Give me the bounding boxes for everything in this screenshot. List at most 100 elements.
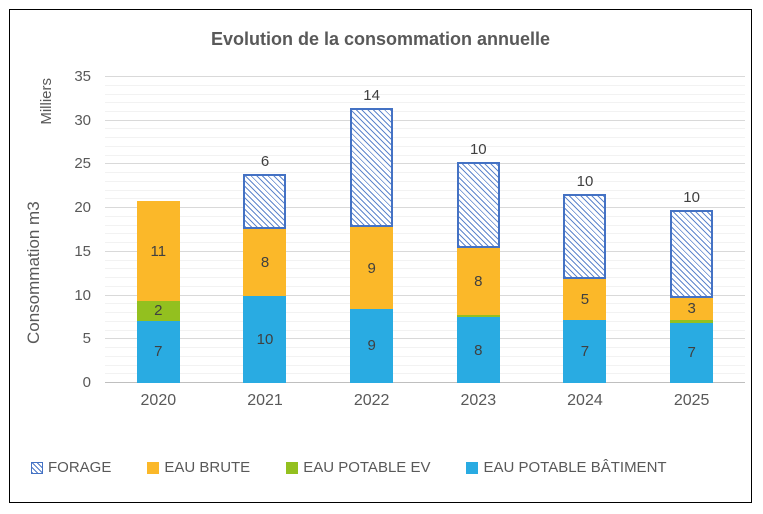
- segment-value-label: 5: [580, 291, 590, 309]
- gridline: [105, 347, 745, 349]
- gridline: [105, 128, 745, 130]
- legend-swatch-icon: [286, 461, 299, 474]
- legend-label: EAU BRUTE: [164, 459, 251, 476]
- gridline: [105, 250, 745, 252]
- above-bar-value-label: 10: [576, 173, 594, 191]
- above-bar-value-label: 14: [363, 86, 380, 104]
- gridline: [105, 294, 745, 296]
- segment-eau-potable-ev: [456, 315, 500, 318]
- segment-value-label: 7: [154, 343, 163, 361]
- y-tick-label: 25: [74, 155, 91, 173]
- x-tick-label: 2023: [460, 392, 497, 409]
- segment-value-label: 8: [260, 254, 270, 272]
- y-tick-label: 10: [74, 286, 91, 304]
- legend-item-eau-brute: EAU BRUTE: [147, 459, 250, 476]
- gridline: [105, 338, 745, 340]
- gridline: [105, 84, 745, 86]
- bar-2022: 9 9 14 2022: [350, 77, 394, 409]
- segment-eau-potable-b-timent: 10: [243, 296, 287, 383]
- legend-item-forage: FORAGE: [31, 459, 111, 476]
- chart-title: Evolution de la consommation annuelle: [210, 29, 551, 49]
- gridline: [105, 320, 745, 322]
- gridline: [105, 303, 745, 305]
- gridline: [105, 180, 745, 182]
- gridline: [105, 119, 745, 121]
- segment-value-label: 2: [154, 302, 163, 320]
- segment-forage: [243, 174, 287, 230]
- legend-swatch-icon: [147, 461, 160, 474]
- gridline: [105, 76, 745, 77]
- gridline: [105, 259, 745, 261]
- gridline: [105, 242, 745, 244]
- gridline: [105, 312, 745, 314]
- x-tick-label: 2024: [567, 392, 603, 409]
- gridline: [105, 137, 745, 139]
- gridline: [105, 93, 745, 95]
- legend-item-eau-potable-ev: EAU POTABLE EV: [286, 459, 430, 476]
- bar-2020: 7 2 11 2020: [136, 77, 180, 409]
- segment-value-label: 8: [474, 273, 483, 291]
- x-tick-label: 2021: [247, 392, 283, 409]
- gridline: [105, 364, 745, 366]
- segment-eau-potable-b-timent: 7: [670, 322, 714, 383]
- gridline: [105, 268, 745, 270]
- segment-value-label: 9: [367, 337, 376, 355]
- gridline: [105, 189, 745, 191]
- segment-value-label: 3: [687, 300, 696, 318]
- legend-label: FORAGE: [48, 459, 112, 476]
- x-tick-label: 2025: [673, 392, 710, 409]
- gridline: [105, 233, 745, 235]
- segment-value-label: 7: [687, 344, 696, 362]
- segment-forage: [456, 162, 500, 248]
- segment-eau-potable-b-timent: 7: [136, 320, 180, 383]
- gridline: [105, 154, 745, 156]
- segment-eau-brute: 5: [563, 278, 607, 321]
- segment-eau-brute: 11: [136, 201, 180, 301]
- above-bar-value-label: 10: [683, 189, 700, 207]
- segment-eau-potable-b-timent: 9: [350, 308, 394, 383]
- segment-eau-potable-b-timent: 8: [456, 317, 500, 383]
- bar-2021: 10 8 6 2021: [243, 77, 287, 409]
- y-tick-label: 30: [74, 111, 91, 129]
- above-bar-value-label: 10: [469, 141, 487, 159]
- segment-forage: [670, 210, 714, 298]
- segment-eau-potable-ev: 2: [136, 300, 180, 321]
- legend-swatch-icon: [31, 461, 43, 474]
- segment-eau-brute: 8: [243, 229, 287, 297]
- gridline: [105, 329, 745, 331]
- gridline: [105, 110, 745, 112]
- legend-item-eau-potable-b-timent: EAU POTABLE BÂTIMENT: [466, 459, 667, 476]
- y-tick-label: 15: [74, 242, 91, 260]
- legend-swatch-icon: [466, 461, 479, 474]
- gridline: [105, 102, 745, 104]
- x-tick-label: 2022: [353, 392, 390, 409]
- y-tick-label: 5: [82, 330, 91, 348]
- gridline: [105, 277, 745, 279]
- gridline: [105, 198, 745, 200]
- above-bar-value-label: 6: [260, 153, 270, 171]
- segment-value-label: 11: [150, 242, 167, 260]
- y-tick-label: 35: [74, 68, 91, 85]
- x-axis-baseline: [105, 382, 745, 383]
- segment-eau-brute: 9: [350, 227, 394, 309]
- plot-area: 0 5 10 15 20 25 30 35 7 2 11 2020 10 8 6 2021 9 9 14 2022 8…: [74, 69, 745, 409]
- bars-container: 7 2 11 2020 10 8 6 2021 9 9 14 2022 8 8 10 2023 7 5 10 2024…: [105, 77, 745, 409]
- gridline: [105, 215, 745, 217]
- segment-value-label: 8: [474, 341, 483, 359]
- bar-2025: 7 3 10 2025: [670, 77, 714, 409]
- gridline: [105, 285, 745, 287]
- segment-eau-brute: 3: [670, 297, 714, 320]
- gridline: [105, 163, 745, 165]
- x-tick-label: 2020: [140, 392, 177, 409]
- gridline: [105, 355, 745, 357]
- y-tick-label: 20: [74, 199, 91, 217]
- segment-value-label: 9: [367, 259, 376, 277]
- bar-2023: 8 8 10 2023: [456, 77, 500, 409]
- legend-label: EAU POTABLE EV: [303, 459, 431, 476]
- segment-forage: [563, 194, 607, 279]
- segment-value-label: 10: [256, 331, 274, 349]
- y-tick-label: 0: [82, 374, 91, 391]
- y-axis-title: Consommation m3: [24, 201, 43, 345]
- segment-value-label: 7: [580, 343, 590, 361]
- chart-frame: Evolution de la consommation annuelle Mi…: [9, 9, 752, 503]
